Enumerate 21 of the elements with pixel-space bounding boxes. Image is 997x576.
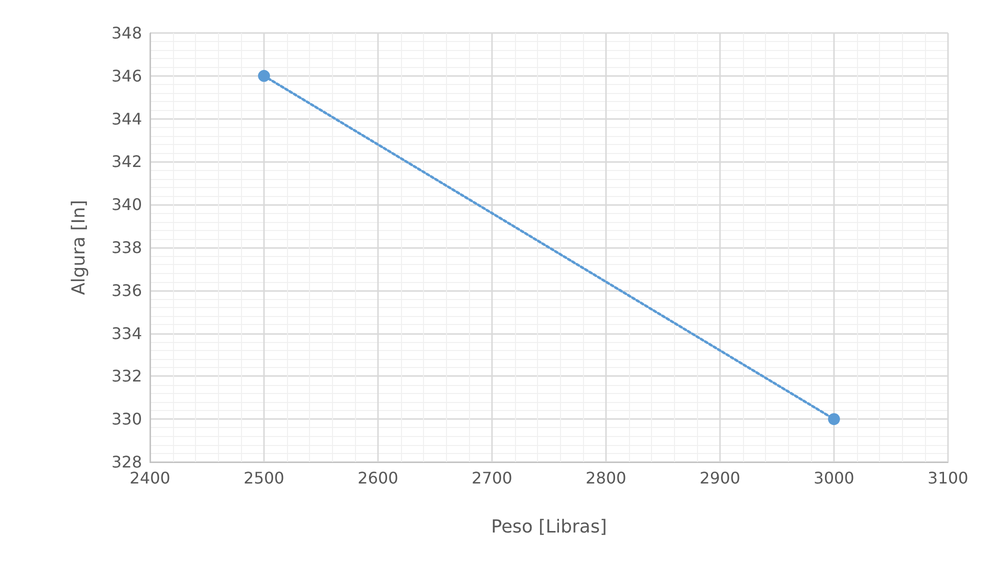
x-tick-label: 3000 [814, 468, 854, 488]
x-tick-label: 2400 [130, 468, 170, 488]
y-tick-label: 332 [111, 366, 142, 386]
x-axis-title: Peso [Libras] [491, 516, 607, 538]
x-tick-label: 3100 [928, 468, 968, 488]
y-tick-label: 344 [111, 109, 142, 128]
x-tick-label: 2600 [358, 468, 398, 488]
y-tick-label: 330 [111, 410, 142, 429]
y-tick-label: 328 [111, 452, 142, 472]
y-tick-label: 334 [111, 324, 142, 343]
y-tick-label: 346 [111, 66, 142, 86]
y-tick-label: 336 [111, 280, 142, 300]
y-tick-label: 340 [111, 195, 142, 214]
y-tick-label: 338 [111, 238, 142, 257]
x-tick-label: 2800 [586, 468, 626, 488]
x-tick-label: 2500 [244, 468, 284, 488]
x-tick-label: 2900 [700, 468, 740, 488]
y-axis-title: Algura [In] [68, 200, 90, 296]
y-tick-label: 348 [111, 24, 142, 42]
y-tick-label: 342 [111, 152, 142, 172]
x-tick-label: 2700 [472, 468, 512, 488]
